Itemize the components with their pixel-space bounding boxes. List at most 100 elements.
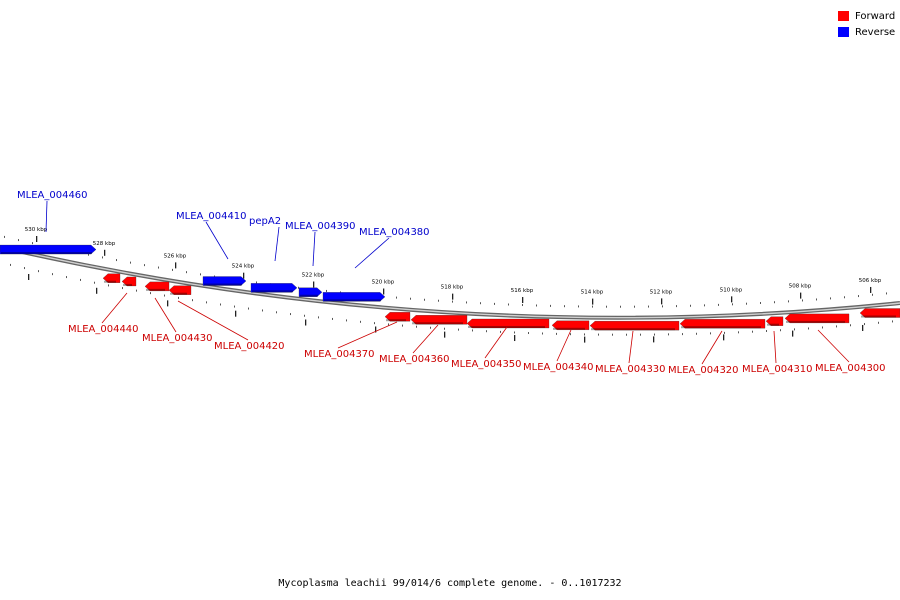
minor-tick	[794, 328, 795, 331]
minor-tick	[234, 305, 235, 308]
minor-tick	[10, 263, 11, 266]
label-mlea-004440: MLEA_004440	[68, 324, 139, 335]
label-mlea-004340: MLEA_004340	[523, 362, 594, 373]
minor-tick	[402, 324, 403, 327]
major-tick-lower	[862, 324, 864, 331]
label-mlea-004370-leader	[337, 321, 398, 349]
minor-tick	[654, 333, 655, 336]
label-pepa2-leader	[274, 226, 280, 262]
minor-tick	[304, 314, 305, 317]
minor-tick	[528, 332, 529, 335]
minor-tick	[760, 301, 761, 304]
label-mlea-004330-leader	[628, 330, 634, 364]
major-tick-lower	[444, 331, 446, 338]
label-mlea-004350-leader	[484, 326, 508, 359]
minor-tick	[696, 332, 697, 335]
legend-reverse-label: Reverse	[855, 26, 896, 38]
gene-pepa2-shade	[252, 290, 293, 293]
gene-mlea-004350	[466, 318, 550, 329]
legend-forward: Forward	[838, 8, 895, 24]
label-mlea-004310-leader	[773, 330, 777, 364]
ruler-label: 518 kbp	[441, 285, 464, 291]
gene-mlea-004440-shade	[123, 283, 132, 286]
minor-tick	[172, 268, 173, 271]
minor-tick	[108, 284, 109, 287]
label-mlea-004460-leader	[45, 200, 48, 233]
gene-mlea-004370-shade	[386, 319, 406, 322]
ruler-label: 506 kbp	[859, 278, 882, 284]
minor-tick	[570, 333, 571, 336]
minor-tick	[388, 323, 389, 326]
minor-tick	[564, 305, 565, 308]
genome-caption: Mycoplasma leachii 99/014/6 complete gen…	[278, 578, 622, 589]
minor-tick	[116, 259, 117, 262]
legend: Forward Reverse	[838, 8, 895, 40]
major-tick	[383, 288, 385, 295]
ruler-label: 526 kbp	[164, 253, 187, 259]
label-mlea-004420-leader	[177, 300, 249, 341]
minor-tick	[892, 320, 893, 323]
label-mlea-004440-leader	[101, 292, 128, 324]
gene-mlea-004360	[410, 315, 468, 325]
minor-tick	[452, 300, 453, 303]
gene-mlea-004320-shade	[681, 326, 761, 329]
minor-tick	[24, 267, 25, 270]
major-tick	[452, 293, 454, 300]
minor-tick	[430, 326, 431, 329]
major-tick	[175, 262, 177, 269]
minor-tick	[500, 330, 501, 333]
label-mlea-004420: MLEA_004420	[214, 341, 285, 352]
minor-tick	[256, 281, 257, 284]
gene-mlea-004460	[0, 244, 97, 255]
minor-tick	[766, 329, 767, 332]
gene-mlea-004320	[679, 319, 766, 329]
gene-mlea-004330	[589, 321, 680, 331]
minor-tick	[536, 304, 537, 307]
minor-tick	[4, 235, 5, 238]
label-mlea-004300-leader	[817, 329, 850, 363]
minor-tick	[584, 333, 585, 336]
ruler-label: 528 kbp	[93, 241, 116, 247]
minor-tick	[318, 316, 319, 319]
minor-tick	[858, 295, 859, 298]
minor-tick	[438, 299, 439, 302]
minor-tick	[878, 321, 879, 324]
label-mlea-004300: MLEA_004300	[815, 363, 886, 374]
label-mlea-004340-leader	[556, 329, 572, 362]
minor-tick	[648, 305, 649, 308]
major-tick	[661, 298, 663, 305]
ruler-label: 530 kbp	[25, 227, 48, 233]
major-tick-lower	[375, 326, 377, 333]
label-mlea-004380-leader	[354, 237, 390, 269]
minor-tick	[416, 325, 417, 328]
minor-tick	[710, 332, 711, 335]
minor-tick	[816, 298, 817, 301]
minor-tick	[396, 296, 397, 299]
gene-mlea-004330-shade	[591, 328, 675, 331]
major-tick-lower	[584, 336, 586, 343]
minor-tick	[704, 304, 705, 307]
label-mlea-004430-leader	[154, 297, 177, 333]
minor-tick	[542, 332, 543, 335]
gene-mlea-004390-shade	[300, 294, 318, 297]
minor-tick	[592, 305, 593, 308]
gene-mlea-004360-shade	[412, 322, 463, 325]
minor-tick	[522, 304, 523, 307]
minor-tick	[290, 313, 291, 316]
ruler-label: 516 kbp	[511, 288, 534, 294]
minor-tick	[458, 328, 459, 331]
gene-mlea-004410	[202, 276, 247, 286]
minor-tick	[556, 332, 557, 335]
minor-tick	[466, 301, 467, 304]
reverse-swatch	[838, 27, 849, 37]
gene-mlea-004450-shade	[104, 280, 116, 283]
ruler-label: 522 kbp	[302, 272, 325, 278]
minor-tick	[66, 276, 67, 279]
label-mlea-004370: MLEA_004370	[304, 349, 375, 360]
major-tick	[36, 236, 38, 242]
minor-tick	[774, 301, 775, 304]
label-mlea-004380: MLEA_004380	[359, 227, 430, 238]
gene-mlea-004380-shade	[324, 299, 381, 302]
minor-tick	[746, 302, 747, 305]
major-tick	[522, 297, 524, 304]
